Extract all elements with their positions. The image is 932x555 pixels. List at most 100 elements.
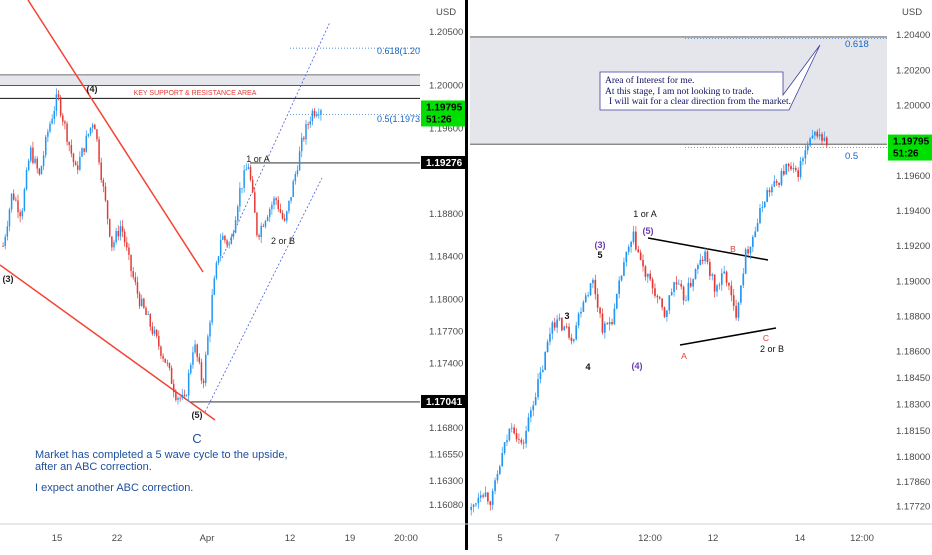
candle-body — [42, 155, 45, 167]
candle-body — [682, 286, 685, 301]
candle-body — [720, 273, 723, 285]
candle-body — [818, 134, 821, 137]
candle-body — [613, 308, 616, 325]
price-tag-countdown: 51:26 — [426, 114, 452, 125]
y-tick-label: 1.18150 — [896, 426, 930, 437]
candle-body — [771, 186, 773, 193]
wave-r-b: B — [730, 244, 736, 254]
candle-body — [132, 271, 134, 278]
candle-body — [699, 259, 702, 265]
candle-body — [596, 294, 599, 308]
candle-body — [802, 158, 804, 162]
candle-body — [168, 363, 171, 368]
candle-body — [130, 254, 132, 272]
x-tick-label: 5 — [497, 533, 502, 544]
candle-body — [147, 314, 149, 316]
candle-body — [281, 212, 284, 219]
y-tick-label: 1.18600 — [896, 347, 930, 358]
candle-body — [618, 280, 621, 294]
candle-body — [213, 278, 216, 295]
candle-body — [187, 373, 190, 396]
y-tick-label: 1.18400 — [429, 252, 463, 263]
wave-r-5: 5 — [597, 250, 602, 260]
candle-body — [117, 231, 120, 237]
y-tick-label: 1.18300 — [896, 399, 930, 410]
callout-box: Area of Interest for me. At this stage, … — [599, 44, 821, 111]
candle-body — [15, 199, 17, 201]
candle-body — [668, 295, 671, 311]
candle-body — [489, 501, 492, 505]
candle-body — [258, 235, 260, 238]
candle-body — [510, 427, 513, 429]
candle-body — [646, 273, 649, 277]
y-tick-label: 1.18800 — [896, 312, 930, 323]
candle-body — [611, 322, 613, 325]
candle-body — [541, 369, 544, 373]
y-tick-label: 1.16300 — [429, 476, 463, 487]
candle-body — [249, 167, 252, 180]
x-tick-label: 7 — [554, 533, 559, 544]
candle-body — [158, 336, 160, 347]
candle-body — [113, 242, 115, 248]
candle-body — [587, 295, 589, 297]
candle-body — [209, 322, 211, 337]
candle-body — [773, 181, 776, 187]
candle-body — [479, 495, 482, 498]
candle-body — [632, 231, 635, 242]
candle-body — [487, 492, 489, 502]
candle-body — [198, 357, 201, 363]
candle-body — [228, 243, 230, 245]
candle-body — [217, 256, 220, 263]
candle-body — [565, 326, 568, 328]
candle-body — [91, 124, 94, 128]
y-tick-label: 1.17400 — [429, 359, 463, 370]
x-tick-label: 12:00 — [850, 533, 874, 544]
candle-body — [87, 133, 90, 136]
candle-body — [627, 246, 630, 252]
candle-body — [166, 362, 169, 364]
left-time-axis: 15 22 Apr 12 19 20:00 — [52, 533, 418, 544]
candle-body — [239, 188, 241, 207]
candle-body — [601, 313, 604, 333]
y-tick-label: 1.20000 — [429, 81, 463, 92]
candle-body — [194, 344, 196, 353]
price-tag-box — [888, 134, 932, 161]
candle-body — [680, 283, 683, 287]
candle-body — [32, 147, 34, 163]
candle-body — [589, 283, 592, 296]
candle-body — [204, 354, 207, 384]
candle-body — [98, 139, 100, 163]
callout-line-2: At this stage, I am not looking to trade… — [605, 87, 754, 97]
candle-body — [637, 249, 640, 253]
candle-body — [506, 440, 508, 443]
candle-body — [522, 442, 525, 444]
candle-body — [754, 231, 757, 237]
candle-body — [692, 279, 694, 287]
candle-body — [470, 506, 473, 510]
candle-body — [677, 283, 680, 285]
candle-body — [288, 200, 290, 212]
candle-body — [279, 209, 282, 213]
candle-body — [134, 277, 137, 283]
candle-body — [102, 180, 105, 187]
wave-label-c: C — [192, 431, 201, 446]
callout-line-3: I will wait for a clear direction from t… — [609, 96, 791, 107]
candle-body — [128, 247, 130, 255]
right-candles — [470, 128, 828, 516]
candle-body — [615, 293, 618, 309]
candle-body — [62, 115, 64, 122]
panel-divider[interactable] — [465, 0, 468, 550]
candle-body — [100, 162, 102, 181]
candle-body — [179, 397, 181, 399]
price-tag-countdown: 51:26 — [893, 149, 919, 160]
candle-body — [792, 168, 795, 170]
candle-body — [83, 148, 85, 152]
candle-body — [751, 236, 754, 247]
y-tick-label: 1.18000 — [429, 294, 463, 305]
candle-body — [106, 200, 109, 219]
candle-body — [604, 323, 606, 333]
y-tick-label: 1.16550 — [429, 449, 463, 460]
candle-body — [794, 168, 797, 171]
price-tag-value: 1.17041 — [426, 397, 463, 408]
candle-body — [482, 495, 484, 497]
